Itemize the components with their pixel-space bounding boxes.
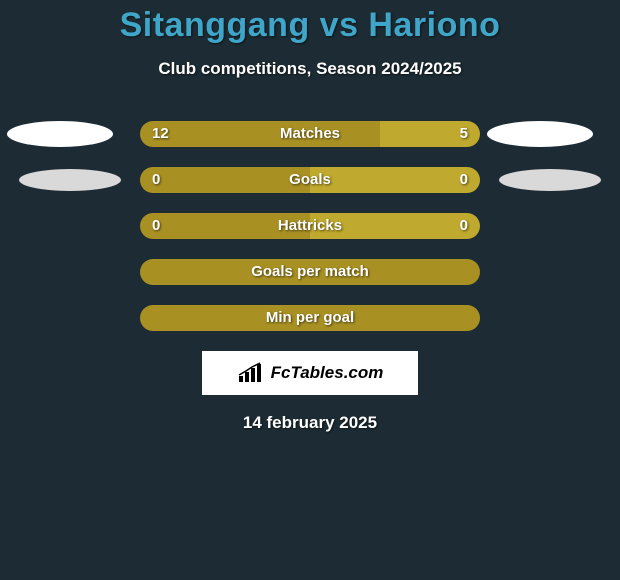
stat-row: Goals per match — [0, 259, 620, 285]
player1-marker — [19, 169, 121, 191]
stat-row: 0Goals0 — [0, 167, 620, 193]
stats-infographic: Sitanggang vs Hariono Club competitions,… — [0, 0, 620, 580]
chart-icon — [237, 362, 265, 384]
stat-right-value: 5 — [460, 121, 468, 147]
stats-rows: 12Matches50Goals00Hattricks0Goals per ma… — [0, 121, 620, 331]
player2-marker — [499, 169, 601, 191]
page-title: Sitanggang vs Hariono — [0, 6, 620, 45]
brand-badge: FcTables.com — [202, 351, 418, 395]
stat-row: Min per goal — [0, 305, 620, 331]
date-label: 14 february 2025 — [0, 413, 620, 433]
stat-row: 12Matches5 — [0, 121, 620, 147]
stat-label: Min per goal — [140, 305, 480, 331]
stat-label: Hattricks — [140, 213, 480, 239]
player1-marker — [7, 121, 113, 147]
player2-marker — [487, 121, 593, 147]
stat-right-value: 0 — [460, 213, 468, 239]
stat-bar: Goals per match — [140, 259, 480, 285]
stat-bar: 0Goals0 — [140, 167, 480, 193]
stat-row: 0Hattricks0 — [0, 213, 620, 239]
brand-text: FcTables.com — [271, 363, 384, 383]
stat-bar: 12Matches5 — [140, 121, 480, 147]
stat-label: Goals — [140, 167, 480, 193]
stat-label: Matches — [140, 121, 480, 147]
stat-bar: 0Hattricks0 — [140, 213, 480, 239]
stat-right-value: 0 — [460, 167, 468, 193]
stat-label: Goals per match — [140, 259, 480, 285]
subtitle: Club competitions, Season 2024/2025 — [0, 59, 620, 79]
stat-bar: Min per goal — [140, 305, 480, 331]
